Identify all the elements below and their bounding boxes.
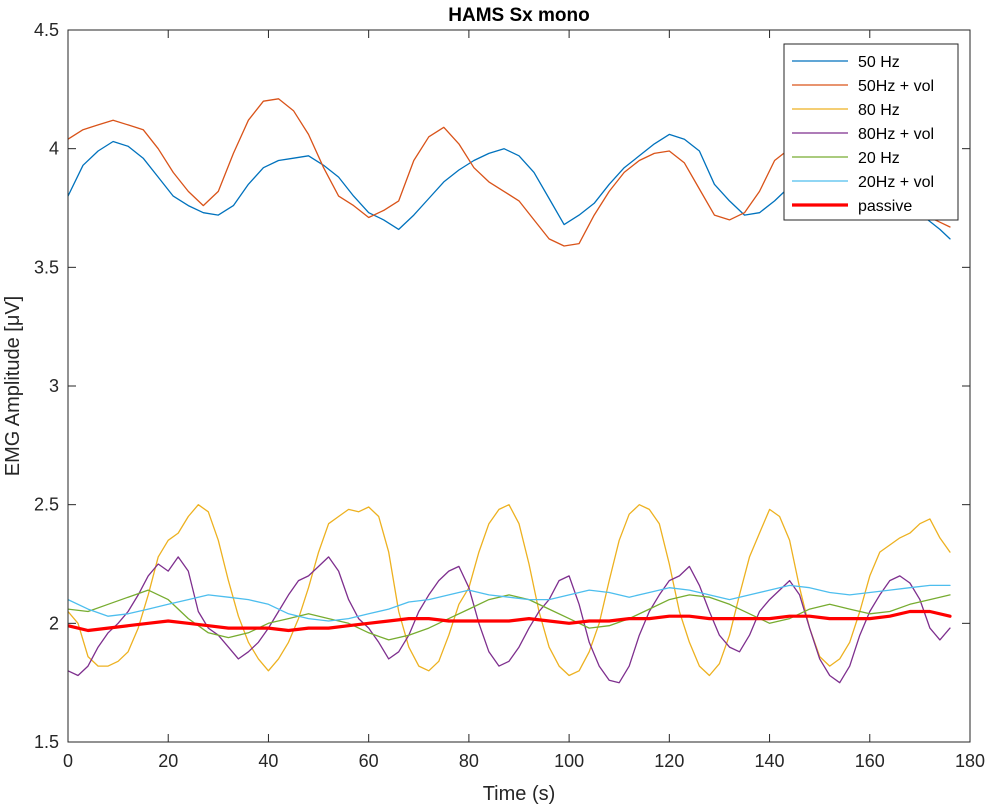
- x-tick-label: 140: [755, 751, 785, 771]
- y-tick-label: 2: [49, 613, 59, 633]
- legend-label: 80Hz + vol: [858, 126, 934, 143]
- x-tick-label: 60: [359, 751, 379, 771]
- series-line-20-hz: [68, 589, 951, 641]
- y-tick-label: 2.5: [34, 495, 59, 515]
- y-tick-label: 4: [49, 139, 59, 159]
- x-tick-label: 0: [63, 751, 73, 771]
- legend: 50 Hz 50Hz + vol 80 Hz 80Hz + vol 20 Hz 20Hz …: [783, 43, 959, 221]
- y-axis-label: EMG Amplitude [μV]: [2, 296, 24, 476]
- x-tick-label: 40: [258, 751, 278, 771]
- y-tick-label: 3.5: [34, 257, 59, 277]
- y-tick-label: 4.5: [34, 20, 59, 40]
- x-tick-label: 120: [654, 751, 684, 771]
- x-tick-label: 100: [554, 751, 584, 771]
- y-tick-label: 3: [49, 376, 59, 396]
- y-axis: 1.5 2 2.5 3 3.5 4 4.5: [34, 20, 970, 752]
- series-line-80-hz: [68, 504, 951, 677]
- legend-label: 50Hz + vol: [858, 78, 934, 95]
- legend-label: 80 Hz: [858, 102, 900, 119]
- x-axis-label: Time (s): [483, 783, 556, 805]
- x-tick-label: 180: [955, 751, 985, 771]
- series-layer: [68, 98, 952, 684]
- x-tick-label: 20: [158, 751, 178, 771]
- x-tick-label: 160: [855, 751, 885, 771]
- x-axis: 0 20 40 60 80 100 120 140 160 180: [63, 30, 985, 771]
- legend-label: passive: [858, 198, 912, 215]
- series-line-passive: [68, 609, 952, 633]
- legend-label: 20 Hz: [858, 150, 900, 167]
- series-line-80hz-vol: [68, 556, 951, 684]
- x-tick-label: 80: [459, 751, 479, 771]
- legend-label: 20Hz + vol: [858, 174, 934, 191]
- chart-title: HAMS Sx mono: [448, 5, 589, 26]
- legend-label: 50 Hz: [858, 54, 900, 71]
- series-line-20hz-vol: [68, 584, 951, 622]
- y-tick-label: 1.5: [34, 732, 59, 752]
- legend-box: [783, 43, 959, 221]
